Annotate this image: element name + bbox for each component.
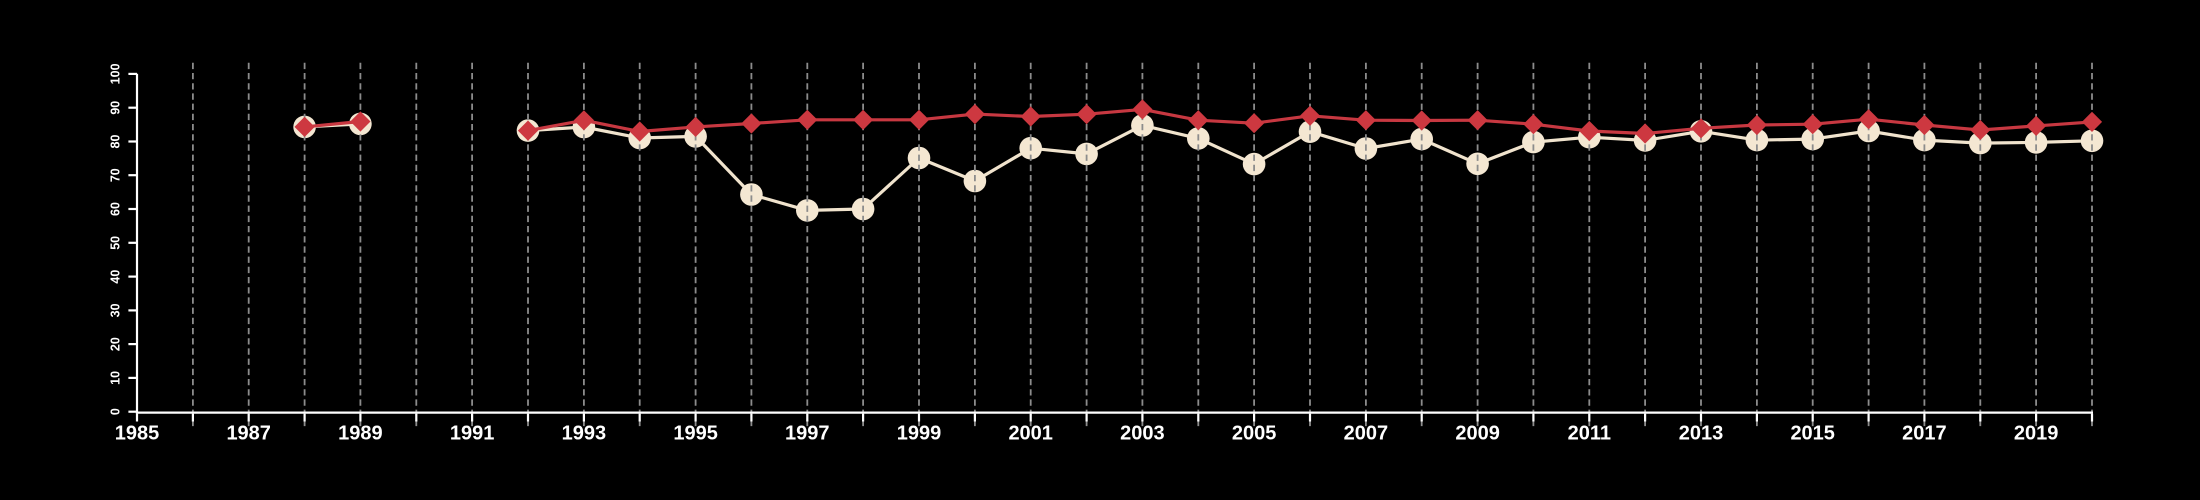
svg-text:1985: 1985 xyxy=(115,423,160,445)
svg-text:30: 30 xyxy=(109,303,123,317)
svg-text:70: 70 xyxy=(109,168,123,182)
svg-text:2007: 2007 xyxy=(1344,423,1389,445)
svg-text:10: 10 xyxy=(109,371,123,385)
svg-text:1991: 1991 xyxy=(450,423,495,445)
svg-text:80: 80 xyxy=(109,135,123,149)
svg-text:60: 60 xyxy=(109,202,123,216)
svg-text:2013: 2013 xyxy=(1679,423,1724,445)
svg-text:40: 40 xyxy=(109,270,123,284)
svg-text:1989: 1989 xyxy=(338,423,383,445)
svg-text:1993: 1993 xyxy=(562,423,607,445)
svg-text:20: 20 xyxy=(109,337,123,351)
svg-text:2011: 2011 xyxy=(1568,423,1611,445)
svg-text:2019: 2019 xyxy=(2014,423,2059,445)
svg-text:1987: 1987 xyxy=(226,423,271,445)
svg-text:2005: 2005 xyxy=(1232,423,1277,445)
svg-text:2001: 2001 xyxy=(1008,423,1053,445)
svg-text:1995: 1995 xyxy=(673,423,718,445)
svg-text:2009: 2009 xyxy=(1455,423,1500,445)
svg-text:50: 50 xyxy=(109,236,123,250)
svg-text:2003: 2003 xyxy=(1120,423,1165,445)
svg-text:2017: 2017 xyxy=(1902,423,1947,445)
svg-text:90: 90 xyxy=(109,101,123,115)
svg-text:1997: 1997 xyxy=(785,423,830,445)
svg-text:100: 100 xyxy=(109,63,123,84)
svg-text:1999: 1999 xyxy=(897,423,942,445)
svg-text:0: 0 xyxy=(109,408,123,415)
svg-text:2015: 2015 xyxy=(1790,423,1835,445)
